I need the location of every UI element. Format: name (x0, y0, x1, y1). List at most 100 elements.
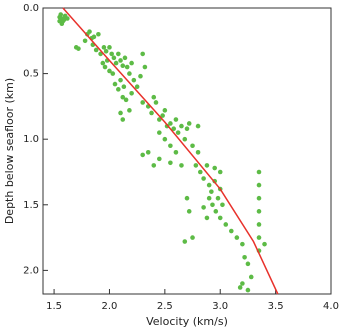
data-point (145, 150, 151, 155)
data-point (120, 117, 126, 122)
data-point (204, 215, 210, 221)
data-point (140, 51, 145, 57)
data-point (118, 77, 123, 83)
x-tick-label: 2.5 (157, 301, 173, 312)
data-point (186, 121, 192, 126)
data-point (206, 182, 212, 188)
data-point (109, 51, 114, 57)
data-point (195, 123, 201, 129)
data-point (65, 16, 70, 21)
data-point (248, 274, 254, 280)
data-point (190, 143, 195, 149)
data-point (160, 113, 165, 118)
data-point (153, 100, 159, 105)
data-point (129, 90, 134, 96)
data-point (116, 51, 121, 57)
data-point (103, 48, 109, 54)
data-point (112, 81, 118, 87)
data-point (217, 215, 223, 221)
data-point (184, 195, 190, 201)
data-point (223, 222, 229, 227)
data-point (204, 163, 210, 168)
data-point (142, 64, 148, 70)
x-tick-label: 3.0 (212, 301, 228, 312)
data-point (76, 46, 81, 51)
data-point (242, 254, 247, 260)
data-point (107, 45, 112, 50)
data-point (220, 202, 225, 208)
data-point (110, 71, 116, 76)
data-point (240, 281, 245, 286)
x-tick-label: 1.5 (46, 301, 62, 312)
data-point (82, 38, 88, 44)
data-point (157, 156, 162, 162)
data-point (168, 121, 173, 126)
data-point (140, 100, 145, 105)
data-point (197, 169, 203, 175)
data-point (209, 189, 214, 194)
data-point (151, 94, 157, 100)
data-point (256, 209, 262, 214)
data-point (256, 182, 262, 188)
data-point (256, 195, 262, 201)
data-point (229, 228, 234, 234)
data-point (120, 63, 126, 69)
data-point (149, 110, 154, 116)
data-point (195, 150, 201, 155)
data-point (151, 163, 157, 168)
data-point (123, 97, 129, 103)
data-point (127, 108, 132, 113)
y-tick-label: 0.0 (23, 3, 39, 14)
y-tick-label: 2.0 (23, 265, 39, 276)
data-point (107, 68, 112, 74)
data-point (256, 222, 262, 227)
data-point (168, 143, 173, 149)
data-point (57, 18, 62, 24)
data-point (210, 202, 215, 208)
x-tick-label: 3.5 (268, 301, 284, 312)
data-point (245, 261, 251, 267)
data-point (157, 130, 162, 135)
data-point (245, 287, 251, 293)
data-point (201, 176, 206, 181)
plot-frame (42, 7, 332, 295)
data-point (173, 150, 179, 155)
data-point (100, 60, 106, 66)
data-point (234, 235, 240, 240)
data-point (113, 60, 119, 66)
data-point (118, 58, 123, 63)
data-point (201, 205, 206, 210)
y-axis-label: Depth below seafloor (km) (3, 78, 16, 224)
data-point (58, 12, 64, 17)
data-point (212, 165, 217, 171)
data-point (118, 110, 123, 116)
data-point (171, 126, 177, 131)
data-point (193, 163, 199, 168)
data-point (120, 94, 126, 100)
data-point (182, 136, 188, 142)
data-point (162, 108, 168, 113)
x-tick-label: 4.0 (323, 301, 339, 312)
data-point (256, 169, 262, 175)
data-point (162, 136, 168, 142)
data-point (121, 84, 127, 90)
data-point (168, 160, 173, 166)
data-point (127, 71, 132, 76)
data-point (111, 55, 117, 61)
data-point (131, 77, 137, 83)
data-point (87, 29, 92, 34)
data-point (173, 117, 179, 122)
data-point (140, 152, 145, 158)
data-point (213, 209, 219, 214)
data-point (262, 241, 267, 247)
y-tick-label: 1.0 (23, 134, 39, 145)
data-point (101, 45, 107, 50)
data-point (237, 285, 243, 290)
fit-line (62, 7, 279, 295)
data-point (179, 123, 184, 129)
data-point (122, 55, 128, 61)
data-point (134, 84, 140, 90)
data-point (217, 169, 223, 175)
data-point (138, 73, 143, 79)
